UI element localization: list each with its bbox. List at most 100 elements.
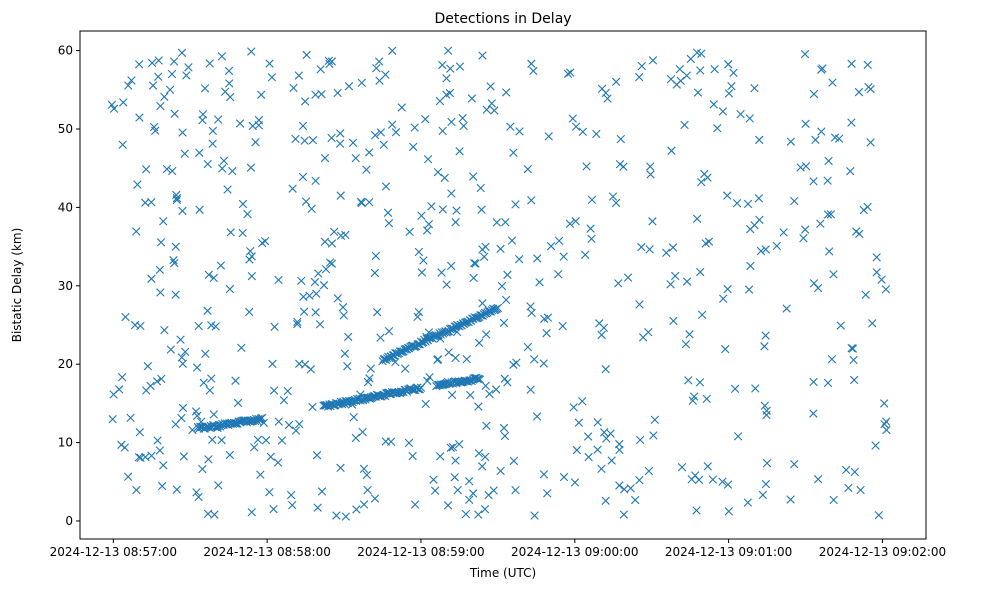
detection-point: [796, 163, 805, 172]
detection-point: [348, 138, 358, 148]
detection-point: [527, 308, 536, 318]
detection-point: [544, 132, 553, 141]
detection-point: [532, 412, 542, 421]
detection-point: [438, 60, 447, 70]
detection-point: [874, 510, 884, 520]
detection-point: [172, 485, 182, 494]
detection-point: [447, 117, 456, 127]
detection-point: [829, 270, 838, 279]
detection-point: [486, 82, 495, 91]
detection-point: [214, 481, 223, 490]
detection-point: [413, 312, 422, 322]
detection-point: [405, 227, 414, 237]
detection-point: [718, 107, 728, 116]
detection-point: [238, 228, 247, 238]
detection-point: [198, 464, 207, 474]
detection-point: [279, 396, 289, 405]
detection-point: [662, 248, 671, 257]
detection-point: [319, 281, 329, 290]
detection-point: [168, 166, 177, 176]
detection-point: [307, 204, 316, 213]
detection-point: [451, 218, 460, 227]
detection-point: [554, 269, 563, 279]
y-tick-label: 0: [65, 514, 73, 528]
detection-point: [648, 217, 657, 226]
detection-point: [872, 268, 881, 277]
detection-point: [515, 127, 524, 136]
x-tick-label: 2024-12-13 08:58:00: [203, 545, 330, 559]
detection-point: [745, 114, 754, 123]
detection-point: [584, 452, 593, 462]
detection-point: [283, 386, 292, 396]
detection-point: [779, 228, 788, 237]
detection-point: [253, 416, 262, 426]
detection-point: [171, 242, 180, 251]
detection-point: [327, 133, 336, 143]
detection-point: [180, 149, 189, 158]
detection-point: [195, 148, 204, 157]
detection-point: [603, 94, 612, 103]
detection-point: [423, 154, 433, 164]
detection-point: [721, 344, 730, 354]
detection-point: [246, 247, 255, 256]
detection-point: [880, 399, 889, 408]
detection-point: [200, 84, 210, 93]
detection-point: [358, 395, 368, 405]
detection-point: [443, 501, 453, 510]
detection-point: [333, 88, 342, 98]
detection-point: [284, 420, 294, 430]
detection-point: [506, 122, 515, 131]
detection-point: [772, 241, 782, 251]
detection-point: [251, 137, 260, 147]
detection-point: [868, 319, 877, 328]
detection-point: [713, 124, 722, 133]
detection-point: [333, 294, 342, 303]
detection-point: [300, 360, 310, 369]
detection-point: [850, 467, 859, 477]
detection-point: [743, 498, 753, 507]
detection-point: [216, 261, 226, 270]
detection-point: [566, 68, 575, 77]
detection-point: [257, 413, 267, 423]
detection-point: [364, 148, 374, 157]
detection-point: [861, 290, 870, 299]
detection-point: [650, 415, 660, 425]
detection-point: [254, 121, 263, 130]
detection-point: [468, 172, 478, 181]
detection-point: [443, 46, 453, 55]
detection-point: [391, 349, 400, 358]
detection-point: [203, 159, 212, 169]
detection-point: [800, 49, 810, 59]
detection-point: [182, 71, 191, 80]
detection-point: [259, 418, 269, 427]
detection-point: [422, 226, 432, 235]
detection-point: [372, 63, 381, 73]
detection-point: [554, 236, 564, 245]
detection-point: [497, 281, 507, 291]
detection-point: [758, 490, 768, 500]
detection-point: [218, 164, 227, 173]
detection-point: [225, 284, 235, 294]
detection-point: [543, 313, 553, 322]
detection-point: [340, 349, 350, 358]
detection-point: [376, 333, 385, 342]
detection-point: [357, 198, 366, 208]
detection-point: [188, 425, 197, 435]
detection-point: [231, 376, 240, 385]
detection-point: [601, 365, 610, 374]
detection-point: [501, 295, 511, 305]
x-tick-label: 2024-12-13 09:02:00: [819, 545, 946, 559]
detection-point: [635, 475, 644, 485]
detection-point: [395, 347, 405, 356]
detection-point: [826, 210, 836, 219]
detection-point: [755, 135, 764, 145]
x-tick-label: 2024-12-13 08:59:00: [357, 545, 484, 559]
detection-point: [391, 128, 401, 137]
detection-point: [109, 104, 119, 113]
detection-point: [336, 231, 346, 240]
detection-point: [474, 338, 484, 348]
detection-point: [491, 385, 501, 394]
detection-point: [451, 353, 460, 363]
detection-point: [527, 196, 536, 205]
detection-point: [169, 57, 179, 66]
